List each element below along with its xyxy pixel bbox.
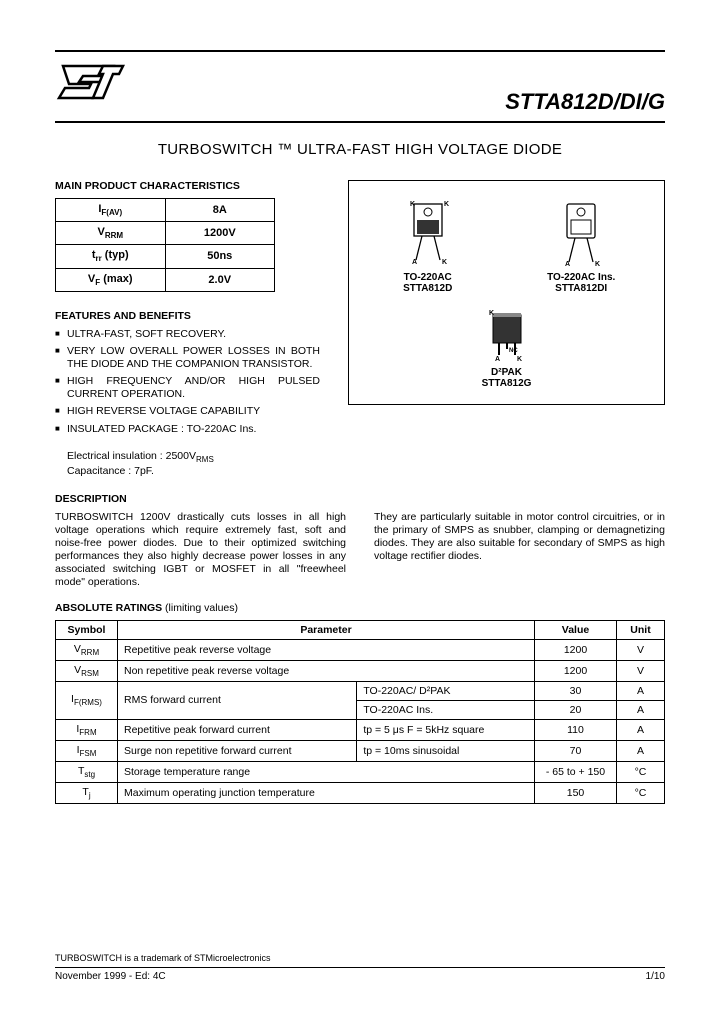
svg-text:K: K	[442, 259, 447, 266]
package-to220ac-ins: AK TO-220AC Ins. STTA812DI	[547, 196, 615, 294]
feature-item: ULTRA-FAST, SOFT RECOVERY.	[55, 328, 320, 341]
feature-item: VERY LOW OVERALL POWER LOSSES IN BOTH TH…	[55, 345, 320, 371]
st-logo	[55, 60, 125, 115]
features-list: ULTRA-FAST, SOFT RECOVERY. VERY LOW OVERA…	[55, 328, 320, 436]
package-d2pak: K AK NC D²PAK STTA812G	[353, 307, 660, 389]
page-footer: TURBOSWITCH is a trademark of STMicroele…	[55, 953, 665, 982]
svg-text:K: K	[444, 201, 449, 208]
main-char-heading: MAIN PRODUCT CHARACTERISTICS	[55, 180, 320, 192]
svg-text:K: K	[517, 356, 522, 363]
svg-text:A: A	[412, 259, 417, 266]
package-diagram-box: KK AK TO-220AC STTA812D AK TO-220AC Ins.…	[348, 180, 665, 405]
svg-text:A: A	[495, 356, 500, 363]
svg-text:NC: NC	[509, 348, 518, 354]
svg-text:K: K	[489, 310, 494, 317]
svg-text:A: A	[565, 261, 570, 268]
svg-text:K: K	[595, 261, 600, 268]
part-number: STTA812D/DI/G	[505, 89, 665, 115]
footer-date: November 1999 - Ed: 4C	[55, 971, 166, 982]
characteristics-table: IF(AV)8AVRRM1200Vtrr (typ)50nsVF (max)2.…	[55, 198, 275, 292]
svg-text:K: K	[410, 201, 415, 208]
feature-item: HIGH FREQUENCY AND/OR HIGH PULSED CURREN…	[55, 375, 320, 401]
absolute-ratings-table: SymbolParameterValueUnitVRRMRepetitive p…	[55, 620, 665, 805]
feature-item: HIGH REVERSE VOLTAGE CAPABILITY	[55, 405, 320, 418]
features-heading: FEATURES AND BENEFITS	[55, 310, 320, 322]
feature-item: INSULATED PACKAGE : TO-220AC Ins.	[55, 423, 320, 436]
footer-page: 1/10	[646, 971, 665, 982]
header: STTA812D/DI/G	[55, 60, 665, 115]
description-text: TURBOSWITCH 1200V drastically cuts losse…	[55, 511, 665, 590]
insulation-detail: Electrical insulation : 2500VRMS Capacit…	[55, 450, 320, 479]
package-to220ac: KK AK TO-220AC STTA812D	[398, 196, 458, 294]
description-heading: DESCRIPTION	[55, 493, 665, 505]
abs-ratings-heading: ABSOLUTE RATINGS (limiting values)	[55, 602, 665, 614]
product-title: TURBOSWITCH ™ ULTRA-FAST HIGH VOLTAGE DI…	[55, 141, 665, 158]
